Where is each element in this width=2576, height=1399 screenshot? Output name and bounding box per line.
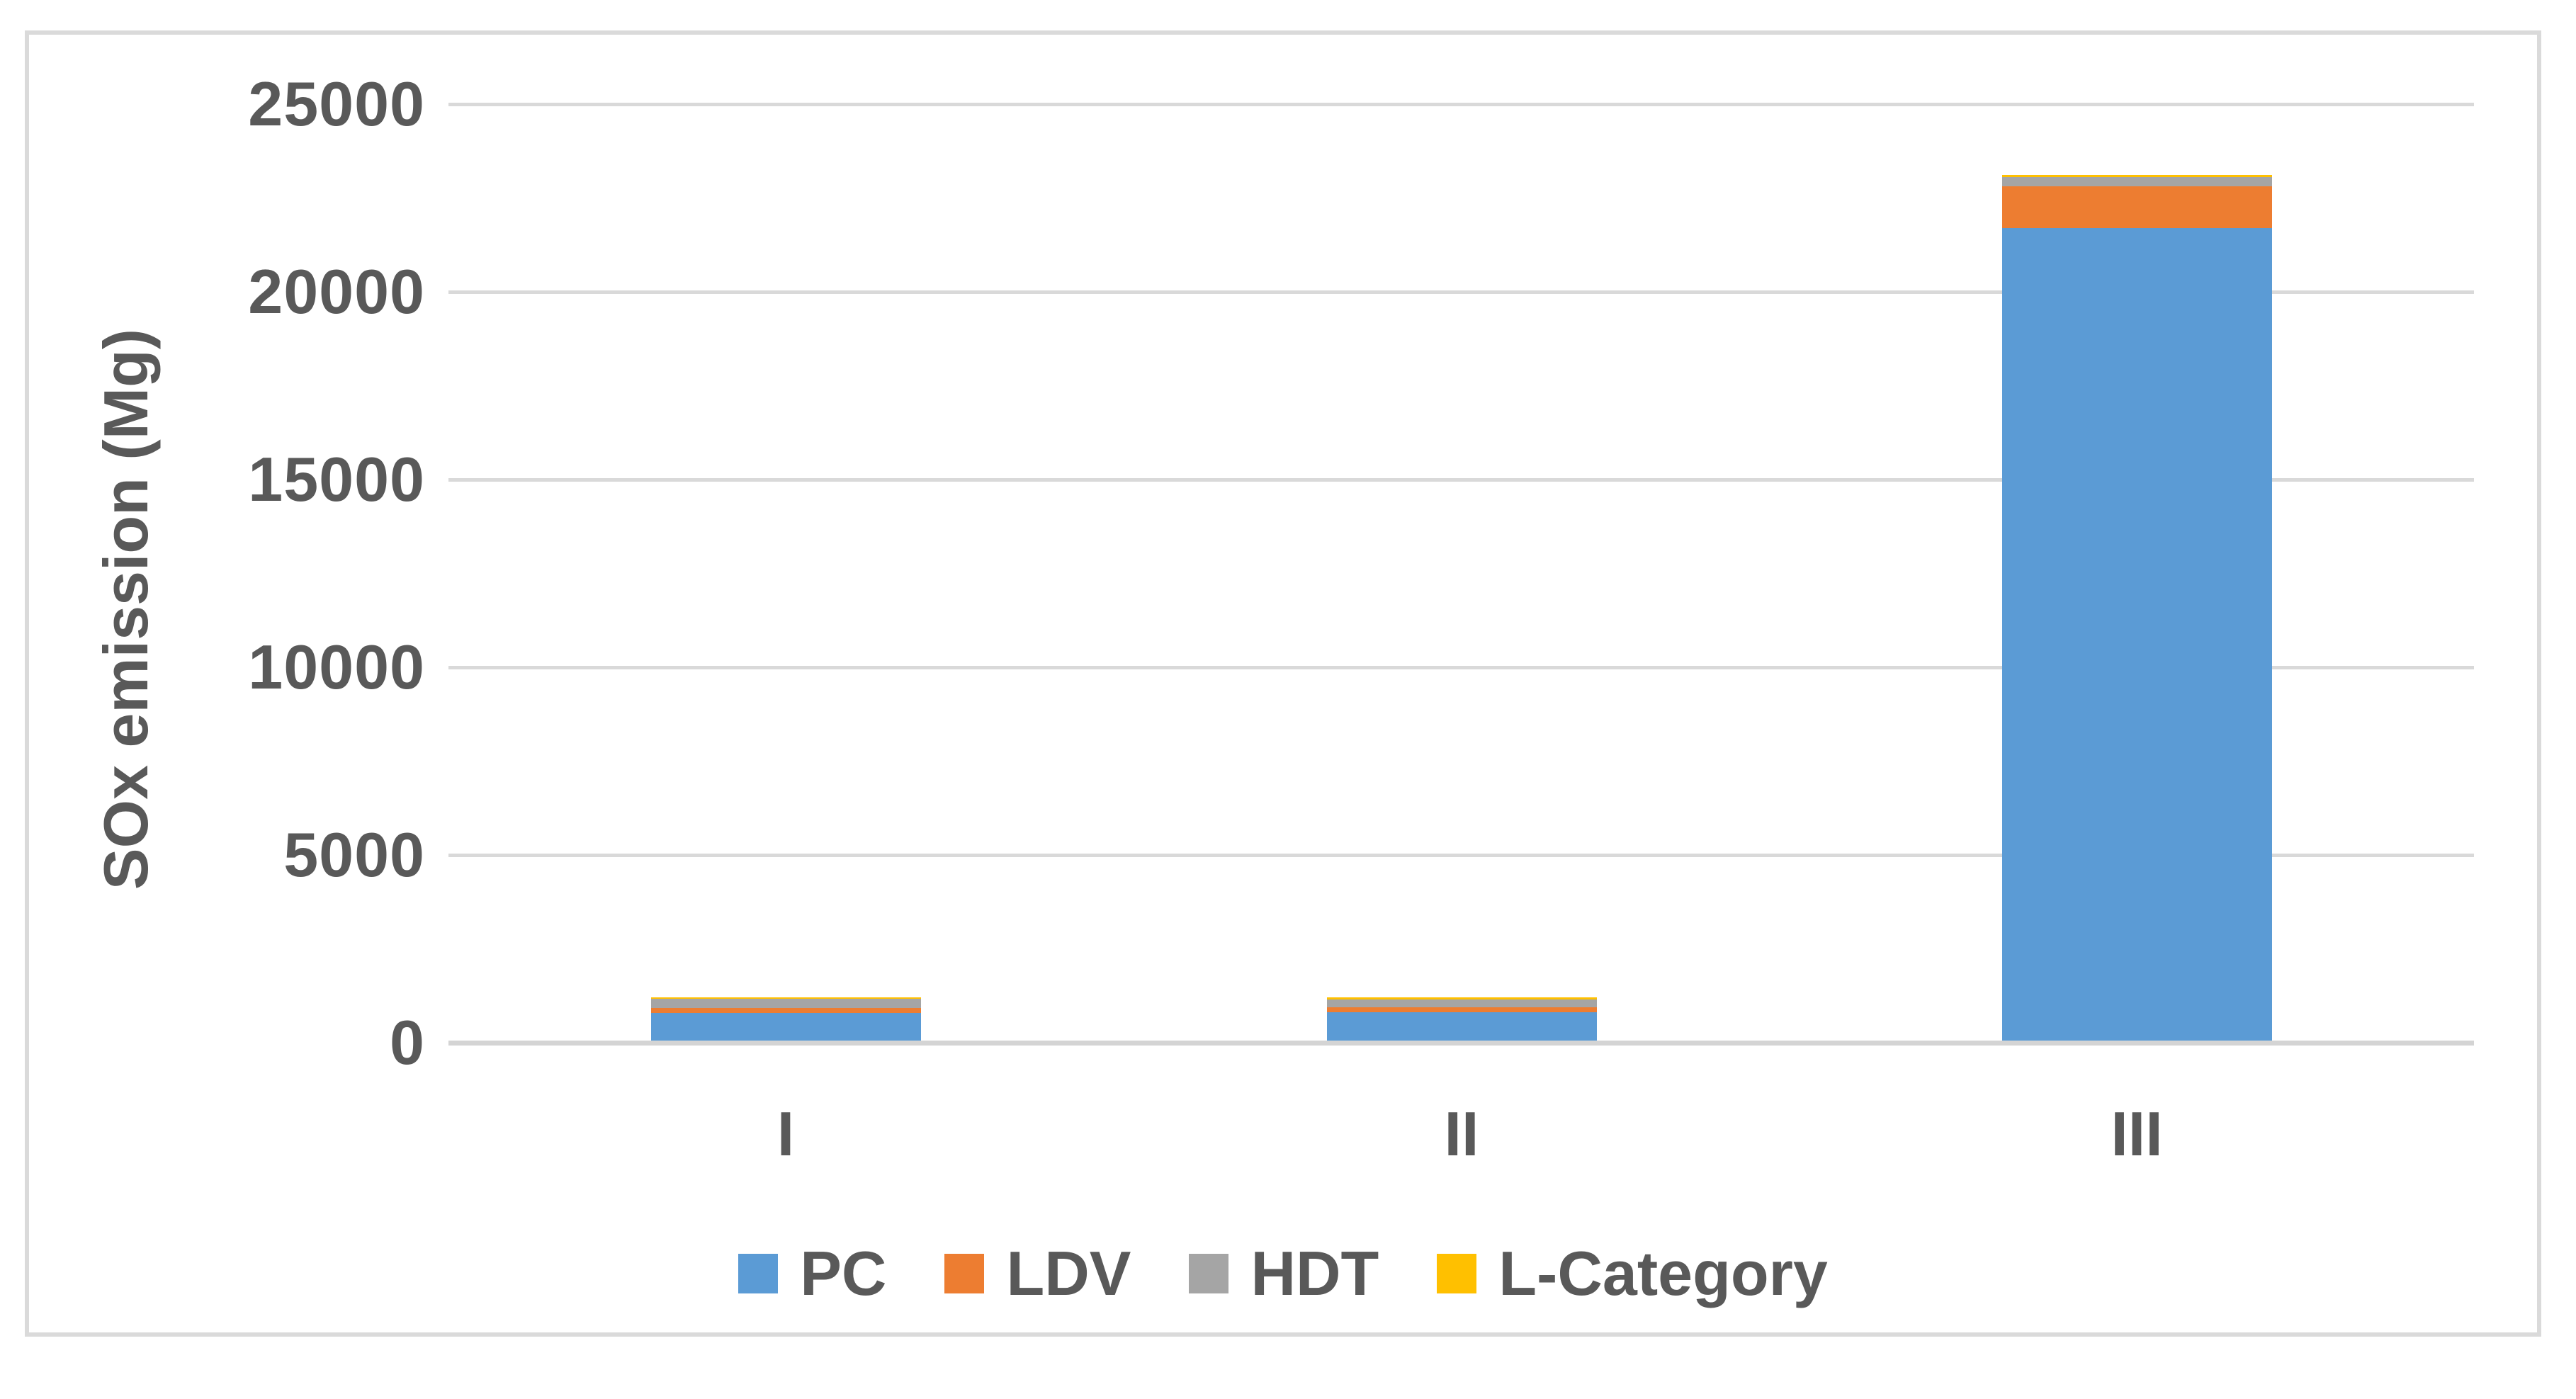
legend-swatch-icon-HDT bbox=[1189, 1254, 1229, 1293]
bar-segment-LDV-II bbox=[1326, 1007, 1597, 1012]
bar-segment-HDT-II bbox=[1326, 999, 1597, 1007]
chart-frame-border bbox=[25, 30, 2541, 1337]
legend-label-L-Category: L-Category bbox=[1498, 1238, 1828, 1308]
gridline-10000 bbox=[448, 665, 2474, 669]
legend: PC LDV HDT L-Category bbox=[25, 1242, 2541, 1305]
bar-segment-PC-I bbox=[650, 1012, 921, 1043]
y-axis-title: SOx emission (Mg) bbox=[91, 328, 161, 890]
gridline-15000 bbox=[448, 477, 2474, 482]
y-tick-label-25000: 25000 bbox=[248, 69, 425, 139]
bar-segment-L-Category-I bbox=[650, 997, 921, 999]
y-tick-label-0: 0 bbox=[390, 1007, 425, 1077]
bar-segment-L-Category-II bbox=[1326, 997, 1597, 1000]
y-tick-label-20000: 20000 bbox=[248, 256, 425, 327]
x-label-I: I bbox=[776, 1099, 795, 1169]
legend-swatch-icon-LDV bbox=[944, 1254, 985, 1293]
legend-swatch-icon-PC bbox=[738, 1254, 779, 1293]
gridline-5000 bbox=[448, 853, 2474, 857]
x-label-III: III bbox=[2111, 1099, 2163, 1169]
bar-segment-PC-II bbox=[1326, 1012, 1597, 1043]
bar-segment-L-Category-III bbox=[2001, 175, 2272, 178]
legend-item-PC: PC bbox=[738, 1242, 886, 1305]
legend-label-LDV: LDV bbox=[1006, 1238, 1131, 1308]
y-tick-label-15000: 15000 bbox=[248, 444, 425, 514]
y-tick-label-10000: 10000 bbox=[248, 632, 425, 702]
legend-item-HDT: HDT bbox=[1189, 1242, 1379, 1305]
x-label-II: II bbox=[1444, 1099, 1479, 1169]
legend-label-PC: PC bbox=[800, 1238, 887, 1308]
legend-item-L-Category: L-Category bbox=[1437, 1242, 1828, 1305]
gridline-25000 bbox=[448, 102, 2474, 106]
bar-segment-LDV-I bbox=[650, 1007, 921, 1013]
y-tick-label-5000: 5000 bbox=[283, 820, 425, 890]
bar-segment-HDT-I bbox=[650, 998, 921, 1008]
bar-segment-HDT-III bbox=[2001, 177, 2272, 186]
legend-item-LDV: LDV bbox=[944, 1242, 1131, 1305]
legend-swatch-icon-L-Category bbox=[1437, 1254, 1477, 1293]
gridline-20000 bbox=[448, 290, 2474, 294]
bar-segment-PC-III bbox=[2001, 227, 2272, 1043]
x-axis-line bbox=[448, 1040, 2474, 1046]
legend-label-HDT: HDT bbox=[1250, 1238, 1379, 1308]
bar-segment-LDV-III bbox=[2001, 186, 2272, 228]
